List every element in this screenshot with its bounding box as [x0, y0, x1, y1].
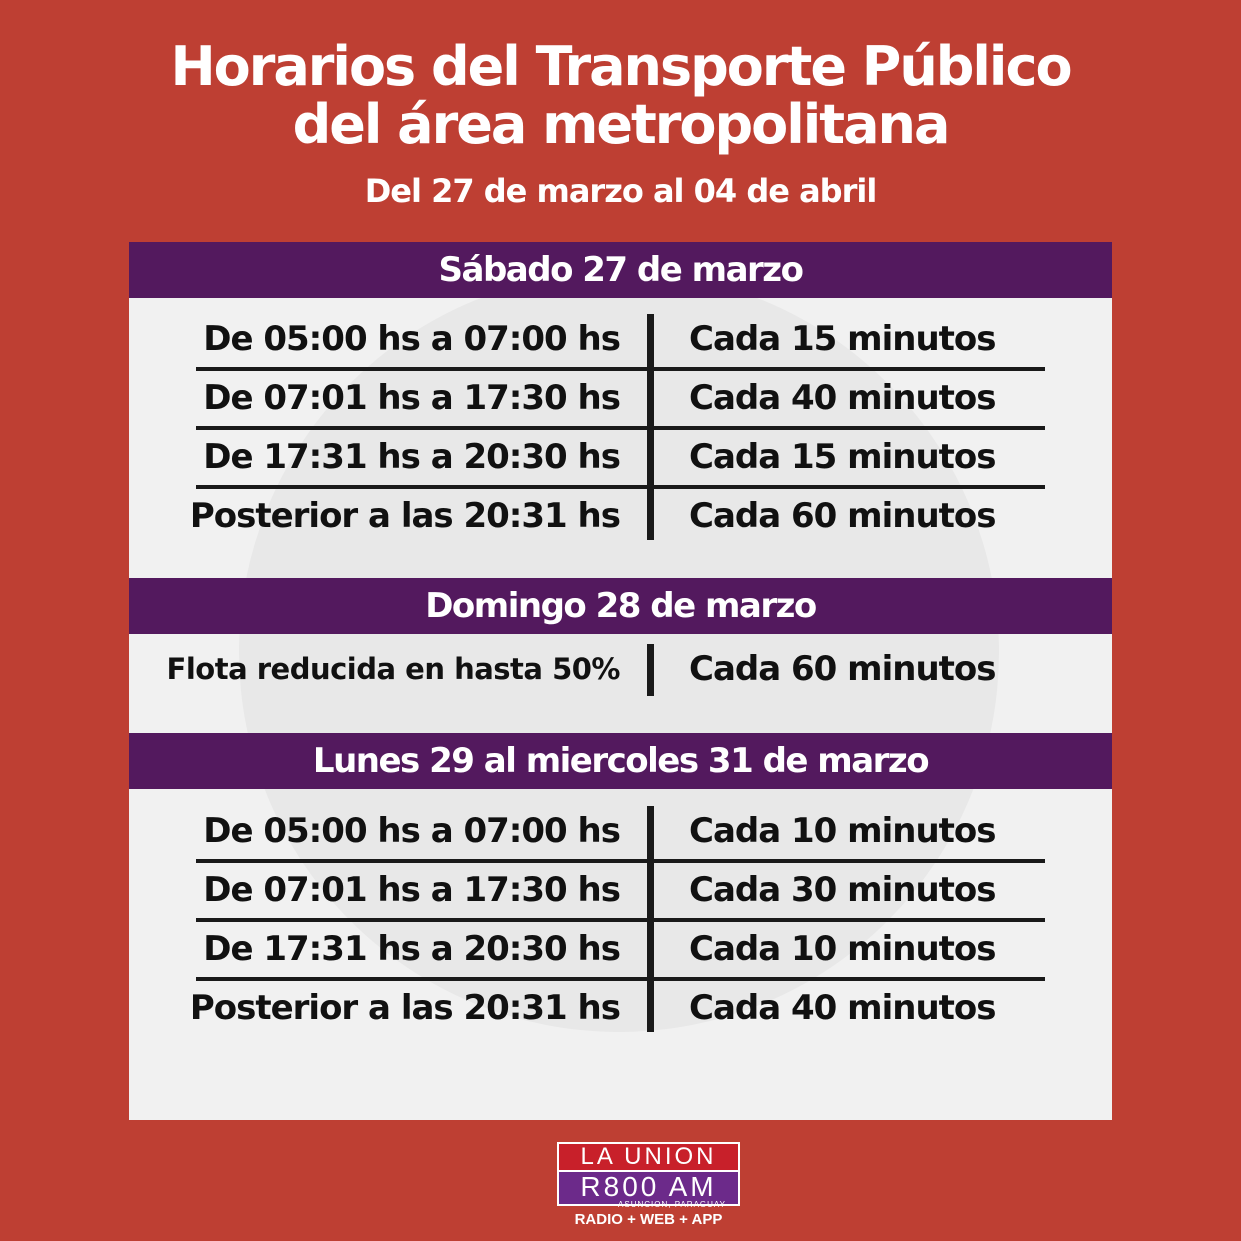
schedule-table-saturday: De 05:00 hs a 07:00 hs Cada 15 minutos D… — [129, 310, 1112, 546]
section-heading-sunday: Domingo 28 de marzo — [129, 578, 1112, 634]
time-range: Posterior a las 20:31 hs — [189, 988, 621, 1028]
date-range-subtitle: Del 27 de marzo al 04 de abril — [364, 172, 878, 210]
table-row: De 05:00 hs a 07:00 hs Cada 15 minutos — [129, 310, 1112, 371]
frequency: Cada 40 minutos — [689, 988, 997, 1028]
logo-frequency: R800 AM — [580, 1171, 717, 1202]
table-row: De 07:01 hs a 17:30 hs Cada 30 minutos — [129, 861, 1112, 922]
frequency: Cada 60 minutos — [689, 496, 997, 536]
frequency: Cada 30 minutos — [689, 870, 997, 910]
section-heading-weekdays: Lunes 29 al miercoles 31 de marzo — [129, 733, 1112, 789]
row-divider — [196, 367, 1045, 371]
time-range: De 17:31 hs a 20:30 hs — [203, 437, 621, 477]
time-range: Flota reducida en hasta 50% — [166, 652, 621, 686]
station-logo: LA UNION R800 AM ASUNCION, PARAGUAY RADI… — [557, 1142, 740, 1228]
row-divider — [196, 485, 1045, 489]
row-divider — [196, 918, 1045, 922]
section-heading-saturday: Sábado 27 de marzo — [129, 242, 1112, 298]
row-divider — [196, 859, 1045, 863]
time-range: De 07:01 hs a 17:30 hs — [203, 378, 621, 418]
table-row: De 17:31 hs a 20:30 hs Cada 10 minutos — [129, 920, 1112, 981]
table-row: Posterior a las 20:31 hs Cada 40 minutos — [129, 979, 1112, 1038]
frequency: Cada 10 minutos — [689, 929, 997, 969]
time-range: De 17:31 hs a 20:30 hs — [203, 929, 621, 969]
frequency: Cada 40 minutos — [689, 378, 997, 418]
title-line-2: del área metropolitana — [292, 93, 951, 156]
time-range: De 07:01 hs a 17:30 hs — [203, 870, 621, 910]
column-divider — [647, 644, 654, 696]
table-row: Flota reducida en hasta 50% Cada 60 minu… — [129, 640, 1112, 699]
table-row: De 17:31 hs a 20:30 hs Cada 15 minutos — [129, 428, 1112, 489]
row-divider — [196, 426, 1045, 430]
time-range: Posterior a las 20:31 hs — [189, 496, 621, 536]
title-line-1: Horarios del Transporte Público — [170, 35, 1072, 98]
frequency: Cada 10 minutos — [689, 811, 997, 851]
frequency: Cada 15 minutos — [689, 319, 997, 359]
logo-tagline: RADIO + WEB + APP — [574, 1211, 723, 1228]
logo-line-1: LA UNION — [557, 1142, 740, 1172]
logo-line-2: R800 AM — [557, 1172, 740, 1206]
schedule-panel: Sábado 27 de marzo De 05:00 hs a 07:00 h… — [129, 242, 1112, 1120]
frequency: Cada 15 minutos — [689, 437, 997, 477]
table-row: Posterior a las 20:31 hs Cada 60 minutos — [129, 487, 1112, 546]
logo-location: ASUNCION, PARAGUAY — [618, 1200, 726, 1209]
table-row: De 07:01 hs a 17:30 hs Cada 40 minutos — [129, 369, 1112, 430]
panel-background-circle — [239, 272, 999, 1032]
time-range: De 05:00 hs a 07:00 hs — [203, 811, 621, 851]
time-range: De 05:00 hs a 07:00 hs — [203, 319, 621, 359]
schedule-table-sunday: Flota reducida en hasta 50% Cada 60 minu… — [129, 640, 1112, 699]
frequency: Cada 60 minutos — [689, 649, 997, 689]
row-divider — [196, 977, 1045, 981]
table-row: De 05:00 hs a 07:00 hs Cada 10 minutos — [129, 802, 1112, 863]
schedule-table-weekdays: De 05:00 hs a 07:00 hs Cada 10 minutos D… — [129, 802, 1112, 1038]
page-title: Horarios del Transporte Público del área… — [0, 38, 1241, 154]
